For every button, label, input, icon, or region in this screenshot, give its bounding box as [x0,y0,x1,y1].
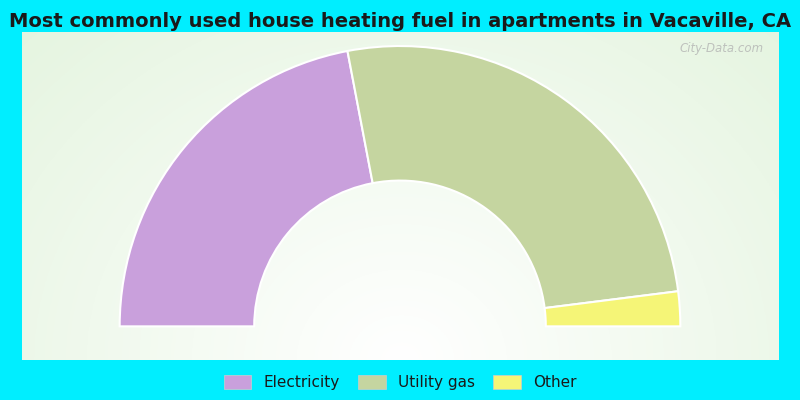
Wedge shape [347,46,678,308]
Text: City-Data.com: City-Data.com [679,42,763,55]
Wedge shape [545,291,680,326]
Legend: Electricity, Utility gas, Other: Electricity, Utility gas, Other [219,371,581,395]
Text: Most commonly used house heating fuel in apartments in Vacaville, CA: Most commonly used house heating fuel in… [9,12,791,31]
Wedge shape [120,51,373,326]
